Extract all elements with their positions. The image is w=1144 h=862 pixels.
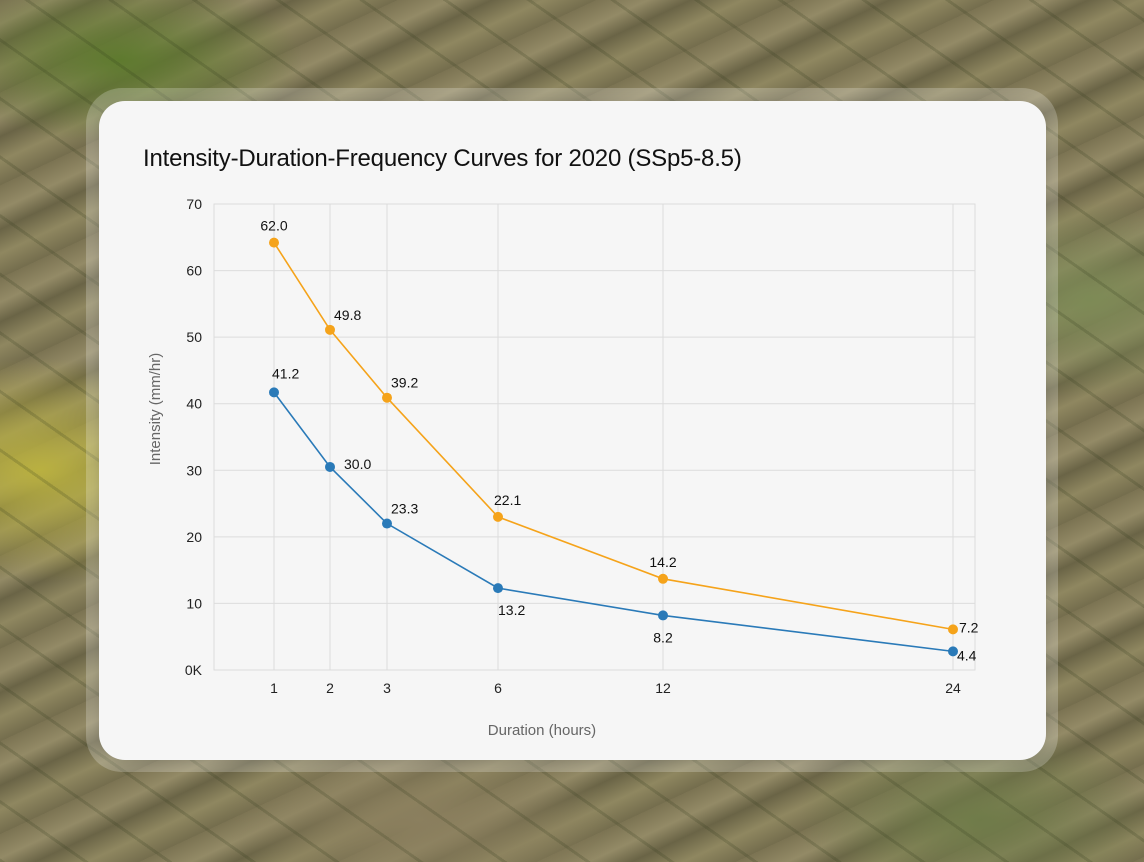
data-label: 62.0: [260, 218, 287, 234]
y-tick-label: 10: [186, 595, 202, 611]
chart-title: Intensity-Duration-Frequency Curves for …: [143, 145, 742, 172]
y-tick-label: 30: [186, 462, 202, 478]
series-upper: 62.0 49.8 39.2 22.1 14.2 7.2: [260, 218, 978, 636]
data-point: [382, 392, 392, 403]
data-point: [658, 610, 668, 621]
data-label: 30.0: [344, 456, 371, 472]
data-point: [269, 237, 279, 248]
data-label: 4.4: [957, 647, 977, 663]
data-point: [382, 518, 392, 529]
x-tick-label: 12: [655, 680, 671, 696]
data-point: [493, 511, 503, 522]
chart-card: [99, 101, 1046, 760]
data-label: 13.2: [498, 602, 525, 618]
y-axis-title: Intensity (mm/hr): [147, 353, 164, 466]
y-tick-label: 70: [186, 196, 202, 212]
y-axis-ticks: 0K 10 20 30 40 50 60 70: [185, 196, 203, 678]
data-label: 8.2: [653, 629, 673, 645]
data-label: 23.3: [391, 501, 418, 517]
plot-frame: [213, 203, 976, 671]
data-label: 22.1: [494, 492, 521, 508]
x-axis-ticks: 1 2 3 6 12 24: [270, 680, 961, 696]
x-tick-label: 24: [945, 680, 961, 696]
x-tick-label: 2: [326, 680, 334, 696]
data-label: 7.2: [959, 619, 979, 635]
chart-grid: [213, 203, 976, 671]
data-label: 14.2: [649, 554, 676, 570]
data-point: [658, 573, 668, 584]
y-tick-label: 20: [186, 529, 202, 545]
x-tick-label: 3: [383, 680, 391, 696]
series-line-lower: [273, 391, 954, 653]
data-point: [269, 387, 279, 398]
x-tick-label: 1: [270, 680, 278, 696]
data-point: [948, 646, 958, 657]
data-point: [493, 583, 503, 594]
series-line-upper: [273, 242, 954, 631]
data-label: 41.2: [272, 365, 299, 381]
data-point: [325, 461, 335, 472]
y-tick-label: 50: [186, 329, 202, 345]
x-tick-label: 6: [494, 680, 502, 696]
data-point: [948, 624, 958, 635]
series-lower: 41.2 30.0 23.3 13.2 8.2 4.4: [269, 365, 977, 663]
x-axis-title: Duration (hours): [488, 722, 596, 739]
data-point: [325, 324, 335, 335]
data-label: 49.8: [334, 307, 361, 323]
chart-series: 62.0 49.8 39.2 22.1 14.2 7.2 41.2 30.0 23.3 13.2 8…: [260, 218, 978, 664]
y-tick-label: 40: [186, 396, 202, 412]
y-tick-label: 60: [186, 263, 202, 279]
y-tick-label: 0K: [185, 662, 203, 678]
data-label: 39.2: [391, 375, 418, 391]
